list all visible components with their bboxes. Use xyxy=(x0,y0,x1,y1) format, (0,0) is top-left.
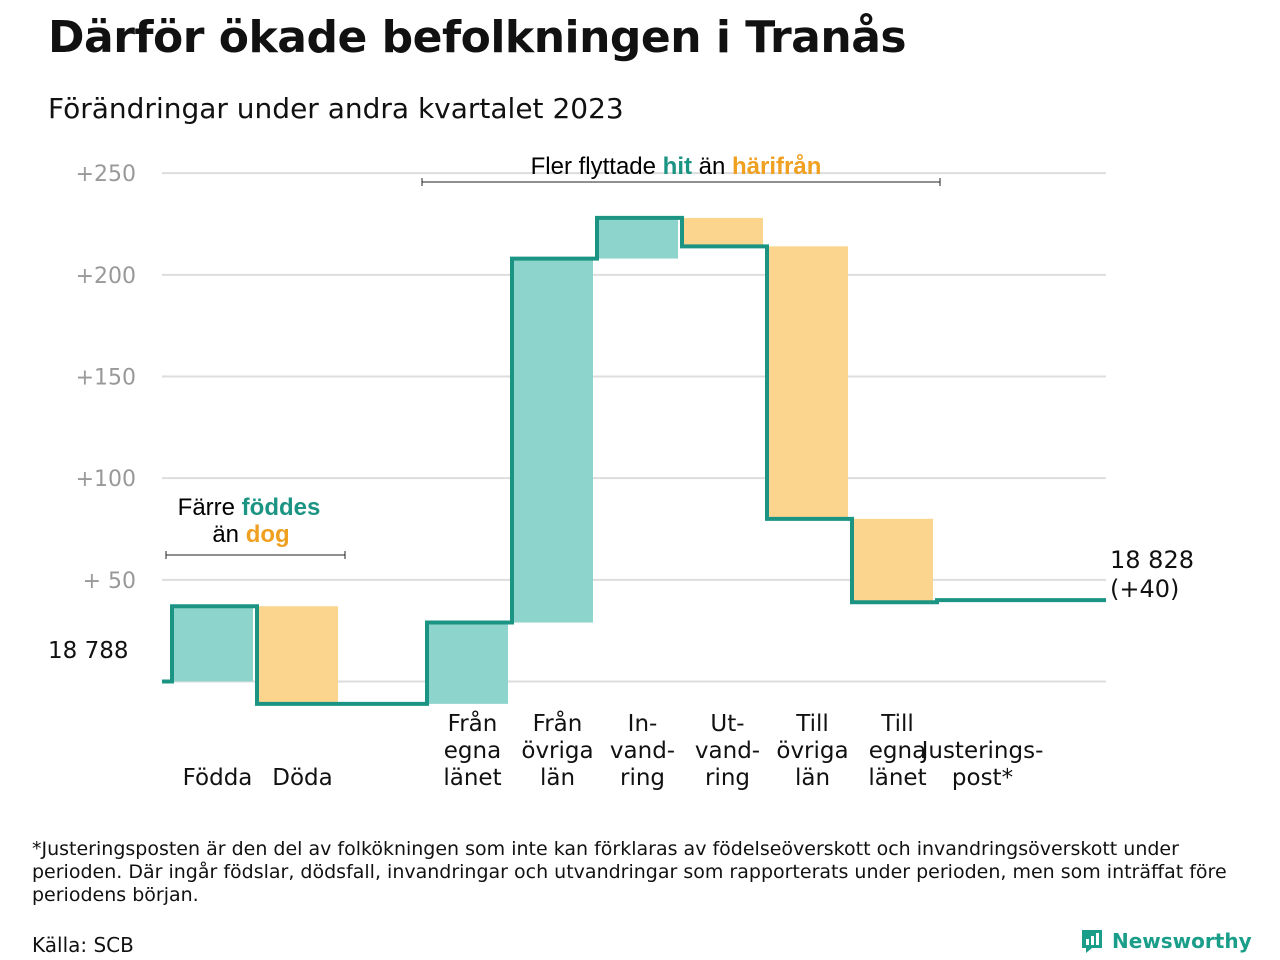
chart-subtitle: Förändringar under andra kvartalet 2023 xyxy=(48,92,624,125)
waterfall-bar xyxy=(172,606,253,682)
x-tick-label: län xyxy=(795,765,830,791)
deaths-annotation-prefix: än xyxy=(212,521,245,548)
x-tick-label: In- xyxy=(628,711,658,737)
source-label: Källa: SCB xyxy=(32,933,134,957)
x-tick-label: post* xyxy=(952,765,1013,791)
y-tick-label: +200 xyxy=(76,264,136,289)
x-tick-label: ring xyxy=(705,765,750,791)
brand-logo: Newsworthy xyxy=(1080,928,1252,954)
x-tick-label: egna xyxy=(444,738,501,764)
x-tick-label: vand- xyxy=(610,738,675,764)
category-labels: Födda DödaFrånegnalänetFrånövrigalänIn-va… xyxy=(183,709,1044,791)
waterfall-chart: +250+200+150+100+ 50 Födda DödaFrånegnalä… xyxy=(48,153,1194,791)
x-tick-label: Födda xyxy=(183,765,253,791)
newsworthy-icon xyxy=(1082,930,1102,953)
x-tick-label: Från xyxy=(533,709,583,737)
bars xyxy=(172,217,933,704)
waterfall-bar xyxy=(257,606,338,704)
svg-text:Fler flyttade hit än härifrån: Fler flyttade hit än härifrån xyxy=(531,153,822,180)
brand-name: Newsworthy xyxy=(1112,929,1252,953)
x-tick-label: Från xyxy=(448,709,498,737)
migration-annotation-in: hit xyxy=(663,153,692,180)
x-tick-label: länet xyxy=(868,765,926,791)
x-tick-label: Till xyxy=(795,711,829,737)
migration-annotation-middle: än xyxy=(692,153,732,180)
x-tick-label: vand- xyxy=(695,738,760,764)
x-tick-label: Döda xyxy=(272,765,332,791)
x-tick-label: Ut- xyxy=(710,711,744,737)
y-tick-label: +250 xyxy=(76,162,136,187)
waterfall-bar xyxy=(852,518,933,603)
waterfall-bar xyxy=(682,217,763,247)
migration-annotation: Fler flyttade hit än härifrån xyxy=(421,153,941,186)
cumulative-step-line xyxy=(162,215,1106,706)
waterfall-bar xyxy=(512,258,593,623)
footnote: *Justeringsposten är den del av folkökni… xyxy=(32,838,1227,906)
x-tick-label: län xyxy=(540,765,575,791)
x-tick-label: övriga xyxy=(521,738,593,764)
x-tick-label: Justerings- xyxy=(920,738,1044,764)
svg-text:än dog: än dog xyxy=(212,521,289,548)
births-annotation: Färre föddes än dog xyxy=(165,494,346,559)
migration-annotation-prefix: Fler flyttade xyxy=(531,153,663,180)
chart-title: Därför ökade befolkningen i Tranås xyxy=(48,12,907,63)
end-change-label: (+40) xyxy=(1110,575,1179,603)
births-annotation-prefix: Färre xyxy=(178,494,242,521)
x-tick-label: Till xyxy=(880,711,914,737)
waterfall-bar xyxy=(597,217,678,259)
waterfall-bar xyxy=(767,246,848,519)
migration-annotation-out: härifrån xyxy=(732,153,821,180)
end-value-label: 18 828 xyxy=(1110,546,1194,574)
x-tick-label: ring xyxy=(620,765,665,791)
y-tick-label: +150 xyxy=(76,366,136,391)
y-tick-label: +100 xyxy=(76,467,136,492)
svg-text:Färre föddes: Färre föddes xyxy=(178,494,321,521)
start-value-label: 18 788 xyxy=(48,638,128,664)
y-tick-label: + 50 xyxy=(83,569,136,594)
x-tick-label: länet xyxy=(443,765,501,791)
step-line xyxy=(162,215,1106,706)
x-tick-label: egna xyxy=(869,738,926,764)
deaths-annotation-highlight: dog xyxy=(246,521,290,548)
births-annotation-highlight: föddes xyxy=(242,494,321,521)
x-tick-label: övriga xyxy=(776,738,848,764)
waterfall-bar xyxy=(427,622,508,704)
